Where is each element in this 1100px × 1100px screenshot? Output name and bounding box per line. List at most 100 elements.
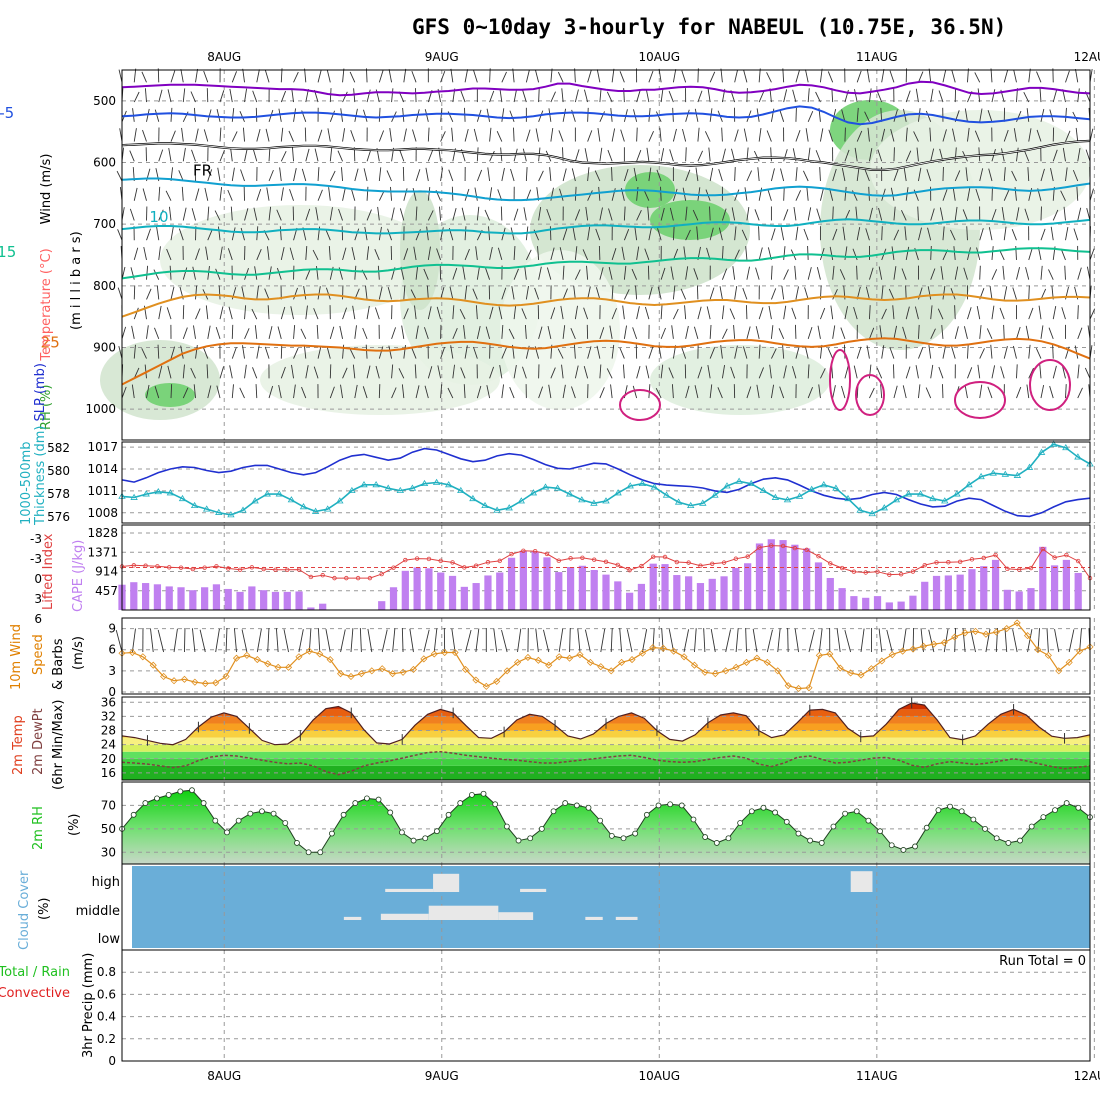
wind-speed-marker xyxy=(722,667,730,675)
thickness-marker xyxy=(686,501,695,509)
wind-barb xyxy=(1003,346,1008,359)
wind-barb xyxy=(181,186,184,201)
wind-barb xyxy=(717,387,723,399)
wind-barb xyxy=(570,327,576,340)
rh-marker xyxy=(305,849,312,856)
wind-barb xyxy=(1028,307,1034,320)
wind-barb xyxy=(339,325,343,339)
isotherm-label: 25 xyxy=(41,334,60,352)
wind-barb xyxy=(670,266,674,280)
wind-barb xyxy=(1072,169,1079,182)
wind-barb xyxy=(622,305,625,320)
wind-barb xyxy=(771,348,777,359)
wind-barb xyxy=(447,387,454,399)
wind-barb xyxy=(925,110,932,122)
wind-barb xyxy=(476,206,480,221)
wind-barb xyxy=(999,307,1005,320)
wind-barb xyxy=(354,265,357,280)
wind-barb xyxy=(893,206,896,221)
wind-barb xyxy=(940,266,944,280)
wind-barb xyxy=(228,306,233,320)
wind-barb xyxy=(804,345,809,359)
cape-bar xyxy=(283,591,291,610)
rh-marker xyxy=(352,800,359,806)
wind-barb xyxy=(414,364,417,379)
surface-wind-barb xyxy=(433,628,438,653)
wind-barb xyxy=(227,248,233,261)
wind-barb xyxy=(452,207,457,221)
wind-barb xyxy=(669,149,674,162)
wind-barb xyxy=(967,307,972,320)
wind-barb xyxy=(290,306,294,320)
rh-marker xyxy=(445,811,452,818)
wind-barb xyxy=(867,127,870,142)
wind-barb xyxy=(954,206,958,221)
wind-barb xyxy=(655,111,662,122)
wind-barb xyxy=(217,167,221,182)
wind-barb xyxy=(219,187,223,201)
rh-marker xyxy=(235,817,242,824)
wind-barb xyxy=(472,288,478,300)
rh-marker xyxy=(585,804,592,811)
wind-barb xyxy=(869,387,875,399)
cape-bar xyxy=(755,543,764,610)
wind-barb xyxy=(158,186,161,201)
cape-bar xyxy=(814,562,823,610)
lifted-index-marker xyxy=(910,569,916,574)
wind-barb xyxy=(388,69,393,83)
wind-barb xyxy=(387,228,392,241)
wind-barb xyxy=(499,364,503,379)
wind-barb xyxy=(133,187,138,201)
cape-bar xyxy=(696,583,705,610)
wind-barb xyxy=(623,325,627,339)
wind-barb xyxy=(303,344,307,359)
wind-barb xyxy=(366,186,369,201)
wind-barb xyxy=(411,70,417,83)
wind-barb xyxy=(280,90,287,103)
wind-barb xyxy=(979,325,982,339)
wind-speed-marker xyxy=(794,684,803,693)
wind-barb xyxy=(265,70,270,83)
rh-marker xyxy=(200,800,207,806)
wind-barb xyxy=(950,229,956,241)
wind-barb xyxy=(386,170,392,182)
panel-frame xyxy=(121,69,1091,441)
panel-frame xyxy=(121,696,1091,781)
wind-barb xyxy=(207,229,213,241)
wind-barb xyxy=(513,268,519,280)
lifted-index-marker xyxy=(662,554,668,560)
wind-barb xyxy=(244,88,248,103)
wind-barb xyxy=(979,265,981,280)
cape-bar xyxy=(720,576,728,610)
wind-barb xyxy=(474,187,478,201)
wind-barb xyxy=(412,129,417,142)
wind-barb xyxy=(116,170,123,182)
wind-speed-marker xyxy=(1065,658,1073,666)
wind-barb xyxy=(304,68,307,83)
wind-barb xyxy=(231,347,237,359)
rh-marker xyxy=(632,830,639,837)
wind-barb xyxy=(832,265,835,280)
wind-barb xyxy=(268,326,273,339)
wind-barb xyxy=(979,384,983,399)
thickness-marker xyxy=(481,501,489,509)
thickness-marker xyxy=(759,486,768,493)
wind-barb xyxy=(1050,168,1054,182)
wind-barb xyxy=(280,247,285,261)
wind-barb xyxy=(963,326,968,339)
wind-barb xyxy=(279,167,282,182)
wind-barb xyxy=(305,246,308,260)
thickness-marker xyxy=(529,489,538,496)
wind-barb xyxy=(190,367,196,379)
rh-marker xyxy=(1017,837,1023,844)
middle-cloud-block xyxy=(428,905,499,920)
wind-barb xyxy=(1016,147,1019,162)
rh-contour-magenta xyxy=(829,349,851,411)
rh-ylabel-1: 2m RH xyxy=(31,806,46,850)
wind-barb xyxy=(473,128,478,142)
wind-barb xyxy=(930,88,934,103)
wind-barb xyxy=(451,127,454,142)
wind-barb xyxy=(403,285,406,300)
wind-barb xyxy=(328,187,331,201)
